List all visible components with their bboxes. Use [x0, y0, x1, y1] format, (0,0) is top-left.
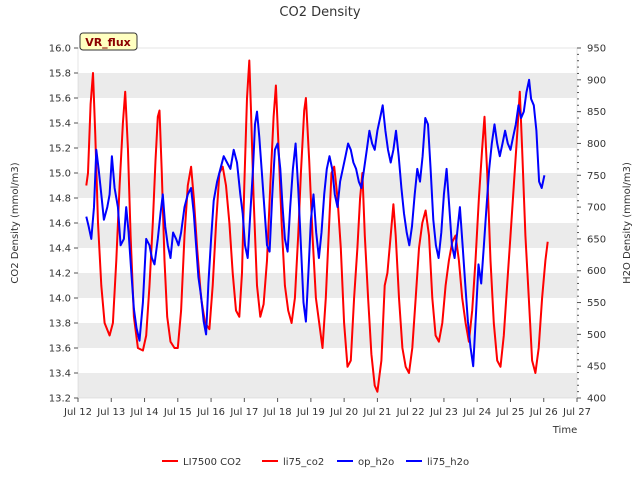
x-tick-label: Jul 21: [362, 407, 391, 418]
x-tick-label: Jul 27: [562, 407, 591, 418]
x-tick-label: Jul 17: [229, 407, 258, 418]
x-tick-label: Jul 24: [462, 407, 491, 418]
y-axis-left-ticks: 13.2 13.4 13.6 13.8 14.0 14.2 14.4 14.6 14.8 15.0…: [49, 44, 78, 405]
y2-tick-label: 800: [587, 139, 606, 150]
x-tick-label: Jul 26: [529, 407, 558, 418]
x-tick-label: Jul 20: [329, 407, 358, 418]
x-axis-ticks: Jul 12 Jul 13 Jul 14 Jul 15 Jul 16 Jul 17 Jul …: [63, 398, 591, 418]
grid-band: [78, 73, 577, 98]
x-tick-label: Jul 23: [429, 407, 458, 418]
x-axis-title: Time: [552, 425, 577, 436]
badge-label: VR_flux: [85, 36, 131, 49]
y2-tick-label: 650: [587, 234, 606, 245]
x-tick-label: Jul 13: [96, 407, 125, 418]
badge-box: [79, 32, 138, 51]
y-tick-label: 13.4: [49, 369, 71, 380]
y-axis-right-ticks: 400 450 500 550 600 650 700 750 800 850 900 950: [577, 44, 606, 405]
x-tick-label: Jul 25: [495, 407, 524, 418]
chart-title: CO2 Density: [279, 5, 360, 20]
y-tick-label: 15.4: [49, 119, 71, 130]
y2-tick-label: 450: [587, 362, 606, 373]
legend: LI7500 CO2 li75_co2 op_h2o li75_h2o: [162, 457, 469, 468]
y-tick-label: 14.8: [49, 194, 71, 205]
y-tick-label: 15.8: [49, 69, 71, 80]
legend-label-li7500-co2: LI7500 CO2: [183, 457, 241, 468]
x-tick-label: Jul 22: [396, 407, 425, 418]
series-line-li75-co2: [85, 59, 549, 393]
legend-label-li75-h2o: li75_h2o: [427, 457, 469, 468]
y-tick-label: 16.0: [49, 44, 71, 55]
y-tick-label: 15.6: [49, 94, 71, 105]
y2-tick-label: 950: [587, 44, 606, 55]
legend-label-li75-co2: li75_co2: [283, 457, 324, 468]
y2-tick-label: 600: [587, 266, 606, 277]
y2-tick-label: 400: [587, 394, 606, 405]
x-tick-label: Jul 15: [163, 407, 192, 418]
legend-label-op-h2o: op_h2o: [358, 457, 394, 468]
y-tick-label: 13.8: [49, 319, 71, 330]
grid-band: [78, 373, 577, 398]
x-tick-label: Jul 18: [263, 407, 292, 418]
x-tick-label: Jul 12: [63, 407, 92, 418]
y-tick-label: 14.6: [49, 219, 71, 230]
y-tick-label: 13.2: [49, 394, 71, 405]
y-tick-label: 14.2: [49, 269, 71, 280]
y-axis-right-title: H2O Density (mmol/m3): [622, 162, 633, 284]
y-tick-label: 14.4: [49, 244, 71, 255]
y2-tick-label: 550: [587, 298, 606, 309]
vr-flux-badge: VR_flux: [79, 32, 138, 51]
y2-tick-label: 850: [587, 107, 606, 118]
x-tick-label: Jul 14: [130, 407, 159, 418]
y2-tick-label: 700: [587, 203, 606, 214]
x-tick-label: Jul 19: [296, 407, 325, 418]
grid-band: [78, 173, 577, 198]
y2-tick-label: 750: [587, 171, 606, 182]
y-tick-label: 15.0: [49, 169, 71, 180]
x-tick-label: Jul 16: [196, 407, 225, 418]
y-axis-left-title: CO2 Density (mmol/m3): [10, 162, 21, 283]
y-tick-label: 15.2: [49, 144, 71, 155]
y2-tick-label: 500: [587, 330, 606, 341]
y-tick-label: 13.6: [49, 344, 71, 355]
y-tick-label: 14.0: [49, 294, 71, 305]
y2-tick-label: 900: [587, 75, 606, 86]
series-lines: [85, 59, 549, 393]
series-line-li75-h2o: [85, 78, 546, 368]
